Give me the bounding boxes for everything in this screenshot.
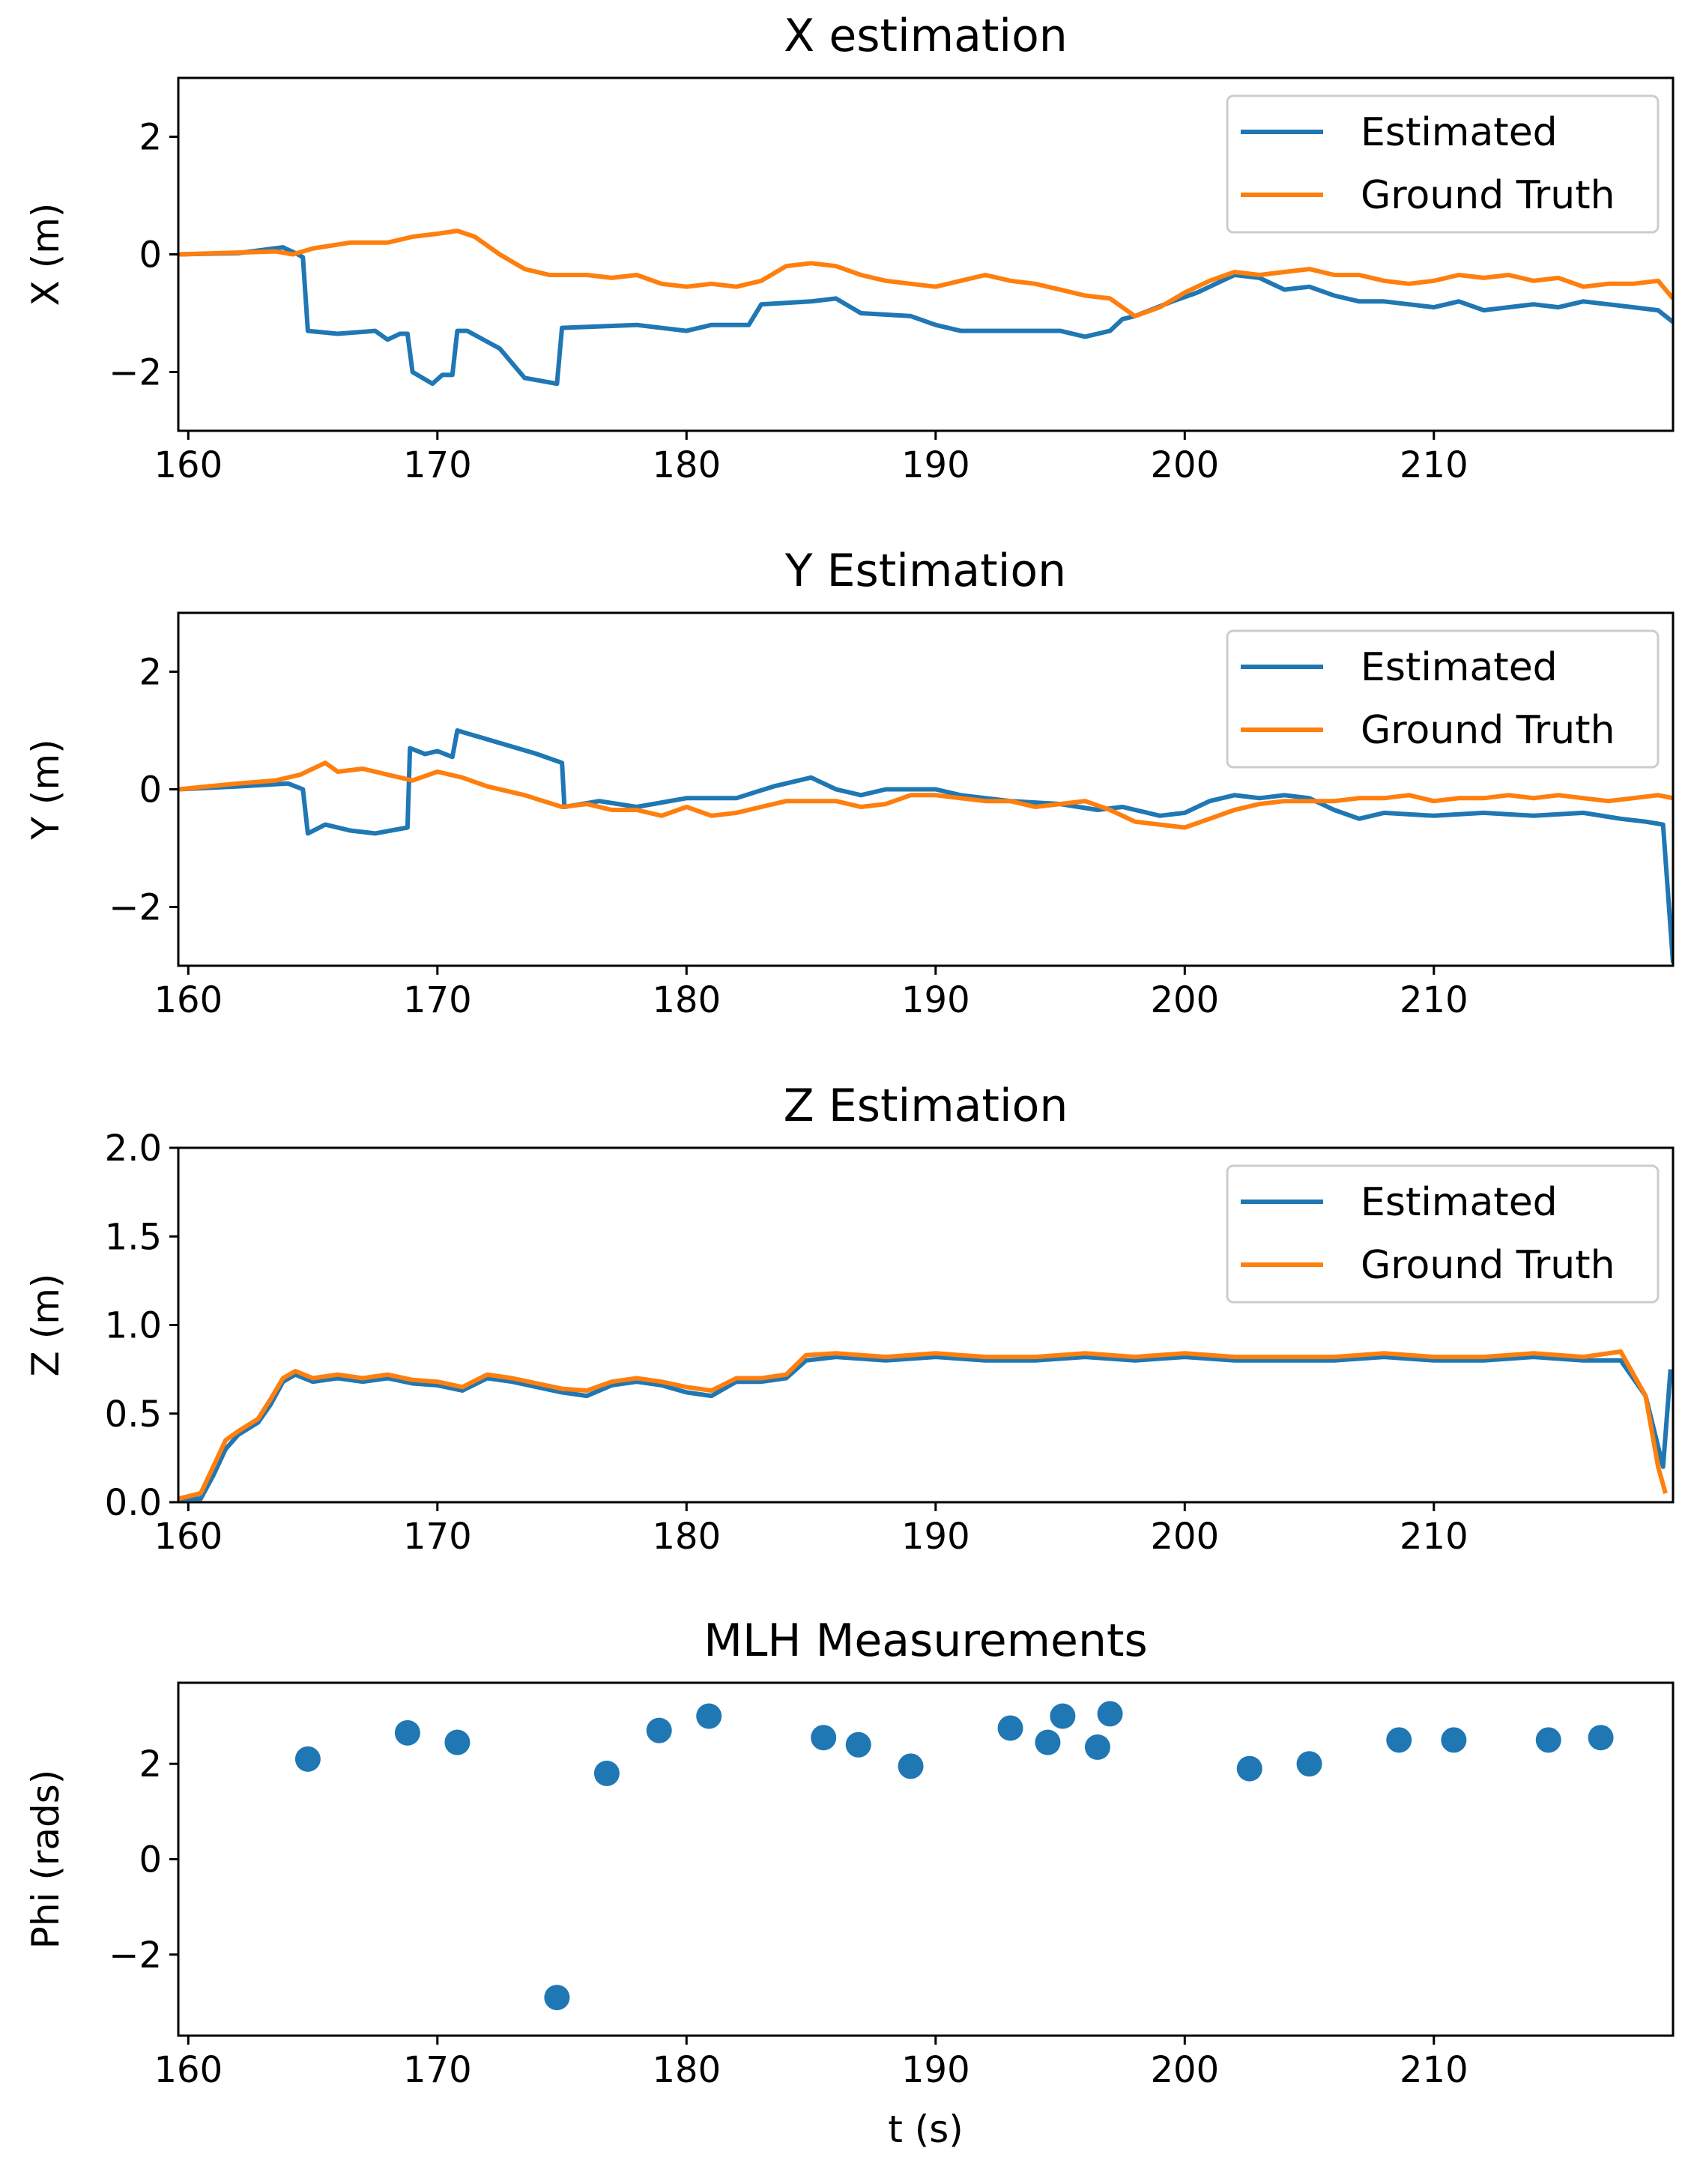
scatter-point [1535, 1727, 1561, 1753]
series-line-estimated [178, 1355, 1673, 1501]
x-tick-label: 210 [1400, 2049, 1468, 2091]
scatter-point [1441, 1727, 1467, 1753]
y-axis-label: X (m) [24, 203, 67, 306]
scatter-point [997, 1715, 1023, 1741]
scatter-point [444, 1729, 471, 1755]
x-tick-label: 190 [901, 1516, 970, 1558]
scatter-point [1097, 1701, 1123, 1727]
series-line-ground-truth [178, 229, 1673, 318]
scatter-point [646, 1717, 672, 1743]
x-tick-label: 210 [1400, 444, 1468, 486]
x-tick-label: 170 [403, 2049, 472, 2091]
scatter-point [845, 1731, 871, 1758]
chart-panel-1: X estimation 160 170 180 190 200 210 2 0 −2 X (m) E… [24, 10, 1675, 486]
scatter-point [811, 1725, 837, 1751]
x-tick-label: 170 [403, 444, 472, 486]
x-tick-label: 180 [652, 444, 721, 486]
legend-box [1226, 629, 1660, 769]
x-tick-label: 190 [901, 444, 970, 486]
scatter-point [898, 1753, 924, 1779]
scatter-point [1035, 1729, 1061, 1755]
chart-title: Y Estimation [784, 545, 1066, 597]
x-tick-label: 190 [901, 979, 970, 1021]
axes-frame [177, 1681, 1675, 2037]
y-axis-label: Y (m) [24, 739, 67, 840]
scatter-point [294, 1746, 321, 1772]
legend-label: Ground Truth [1361, 173, 1615, 218]
x-tick-label: 200 [1150, 1516, 1219, 1558]
series-line-ground-truth [178, 1349, 1668, 1501]
x-tick-label: 160 [154, 1516, 223, 1558]
y-axis-label: Phi (rads) [24, 1770, 67, 1949]
series-line-estimated [178, 728, 1673, 964]
legend-label: Ground Truth [1361, 708, 1615, 753]
x-tick-label: 160 [154, 444, 223, 486]
x-tick-label: 200 [1150, 444, 1219, 486]
y-tick-label: 0 [139, 235, 162, 276]
y-tick-label: 0 [139, 1839, 162, 1881]
legend-label: Estimated [1361, 110, 1558, 155]
legend-box [1226, 1164, 1660, 1304]
legend: Estimated Ground Truth [1226, 1164, 1660, 1304]
x-tick-label: 200 [1150, 2049, 1219, 2091]
x-tick-label: 180 [652, 2049, 721, 2091]
legend-box [1226, 94, 1660, 234]
scatter-point [696, 1703, 722, 1729]
scatter-point [394, 1719, 420, 1746]
y-tick-label: 0.5 [105, 1394, 162, 1436]
y-tick-label: −2 [109, 1935, 162, 1976]
legend-label: Estimated [1361, 1180, 1558, 1225]
legend-label: Estimated [1361, 645, 1558, 690]
scatter-point [1386, 1727, 1412, 1753]
x-tick-label: 210 [1400, 1516, 1468, 1558]
axes-frame [177, 611, 1675, 967]
chart-panel-3: Z Estimation 160 170 180 190 200 210 2.0 1.5 1.0 0… [24, 1080, 1675, 1558]
scatter-point [593, 1760, 620, 1786]
y-tick-label: −2 [109, 887, 162, 929]
chart-title: Z Estimation [784, 1080, 1068, 1132]
scatter-point [1296, 1751, 1322, 1777]
x-tick-label: 170 [403, 979, 472, 1021]
y-tick-label: −2 [109, 352, 162, 394]
y-tick-label: 0.0 [105, 1482, 162, 1524]
y-tick-label: 2 [139, 652, 162, 694]
x-axis-label: t (s) [888, 2108, 964, 2151]
x-tick-label: 210 [1400, 979, 1468, 1021]
y-axis-label: Z (m) [24, 1274, 67, 1377]
scatter-point [1084, 1734, 1110, 1760]
y-tick-label: 1.0 [105, 1305, 162, 1347]
chart-title: MLH Measurements [704, 1615, 1148, 1667]
scatter-point [1588, 1725, 1614, 1751]
series-line-estimated [178, 245, 1673, 387]
axes-frame [177, 76, 1675, 432]
axes-frame [177, 1146, 1675, 1504]
chart-panel-4: MLH Measurements 160 170 180 190 200 210 2 0 −2 Ph… [24, 1615, 1675, 2151]
x-tick-label: 170 [403, 1516, 472, 1558]
x-tick-label: 180 [652, 1516, 721, 1558]
x-tick-label: 200 [1150, 979, 1219, 1021]
y-tick-label: 0 [139, 769, 162, 811]
series-line-ground-truth [178, 760, 1673, 830]
chart-panel-2: Y Estimation 160 170 180 190 200 210 2 0 −2 Y (m) E… [24, 545, 1675, 1021]
chart-title: X estimation [784, 10, 1068, 62]
x-tick-label: 190 [901, 2049, 970, 2091]
legend: Estimated Ground Truth [1226, 629, 1660, 769]
scatter-point [1050, 1703, 1076, 1729]
x-tick-label: 180 [652, 979, 721, 1021]
x-tick-label: 160 [154, 979, 223, 1021]
y-tick-label: 2.0 [105, 1128, 162, 1170]
y-tick-label: 1.5 [105, 1216, 162, 1258]
legend: Estimated Ground Truth [1226, 94, 1660, 234]
legend-label: Ground Truth [1361, 1243, 1615, 1288]
scatter-point [1236, 1755, 1262, 1782]
scatter-point [544, 1985, 570, 2011]
y-tick-label: 2 [139, 117, 162, 159]
y-tick-label: 2 [139, 1743, 162, 1785]
x-tick-label: 160 [154, 2049, 223, 2091]
